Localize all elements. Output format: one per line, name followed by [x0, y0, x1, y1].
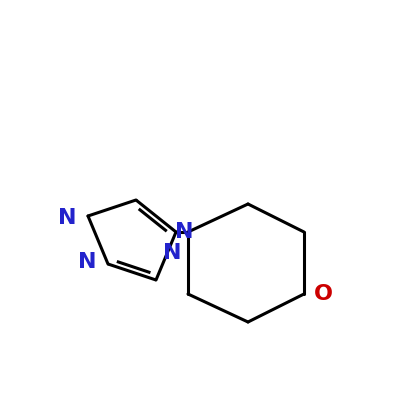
Text: N: N — [175, 222, 193, 242]
Text: N: N — [163, 243, 181, 263]
Text: N: N — [78, 252, 96, 272]
Text: N: N — [58, 208, 76, 228]
Text: O: O — [314, 284, 333, 304]
